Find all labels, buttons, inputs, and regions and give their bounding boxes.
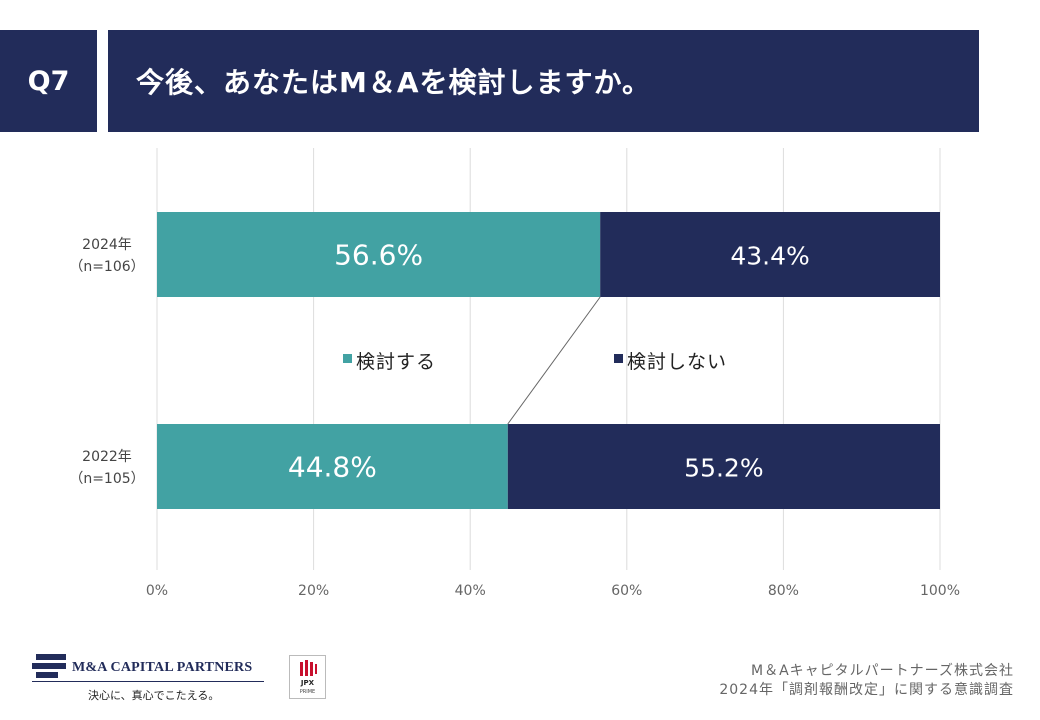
bar-segment (507, 424, 940, 509)
data-label: 43.4% (730, 242, 809, 271)
page-title: 今後、あなたはM＆Aを検討しますか。 (136, 66, 651, 99)
category-label: 2024年 (82, 237, 132, 253)
jpx-mark-icon (300, 660, 317, 676)
logo-divider (32, 681, 264, 682)
data-label: 55.2% (684, 454, 763, 483)
x-tick-label: 80% (768, 583, 799, 599)
logo-tagline: 決心に、真心でこたえる。 (88, 689, 220, 702)
category-sublabel: （n=106） (69, 259, 144, 275)
logo-mark-icon (32, 654, 66, 678)
jpx-sub-label: PRIME (299, 689, 316, 695)
x-tick-label: 20% (298, 583, 329, 599)
logo-company-name: M&A CAPITAL PARTNERS (72, 660, 253, 675)
x-tick-label: 0% (146, 583, 168, 599)
title-banner: 今後、あなたはM＆Aを検討しますか。 (108, 30, 979, 132)
x-tick-label: 100% (920, 583, 960, 599)
footer-source: M＆Aキャピタルパートナーズ株式会社 2024年「調剤報酬改定」に関する意識調査 (719, 662, 1014, 700)
category-sublabel: （n=105） (69, 471, 144, 487)
question-number: Q7 (27, 65, 70, 97)
x-tick-label: 40% (455, 583, 486, 599)
question-number-box: Q7 (0, 30, 97, 132)
jpx-prime-badge: JPX PRIME (289, 655, 326, 699)
bar-segment (157, 424, 508, 509)
company-logo: M&A CAPITAL PARTNERS 決心に、真心でこたえる。 (32, 650, 272, 706)
data-label: 44.8% (288, 451, 377, 484)
jpx-label: JPX (300, 679, 315, 687)
data-label: 56.6% (334, 239, 423, 272)
legend-label: 検討しない (627, 351, 727, 373)
legend-swatch (614, 354, 623, 363)
footer-company-name: M＆Aキャピタルパートナーズ株式会社 (751, 663, 1014, 679)
x-tick-label: 60% (611, 583, 642, 599)
footer-survey-name: 2024年「調剤報酬改定」に関する意識調査 (719, 682, 1014, 698)
legend-swatch (343, 354, 352, 363)
category-label: 2022年 (82, 449, 132, 465)
connector-line (507, 296, 601, 425)
legend-label: 検討する (356, 351, 436, 373)
stacked-bar-chart: 0% 20% 40% 60% 80% 100% 56.6% 43.4% 2024年 （n=106）… (69, 148, 960, 599)
bar-segment (600, 212, 940, 297)
bar-segment (157, 212, 601, 297)
